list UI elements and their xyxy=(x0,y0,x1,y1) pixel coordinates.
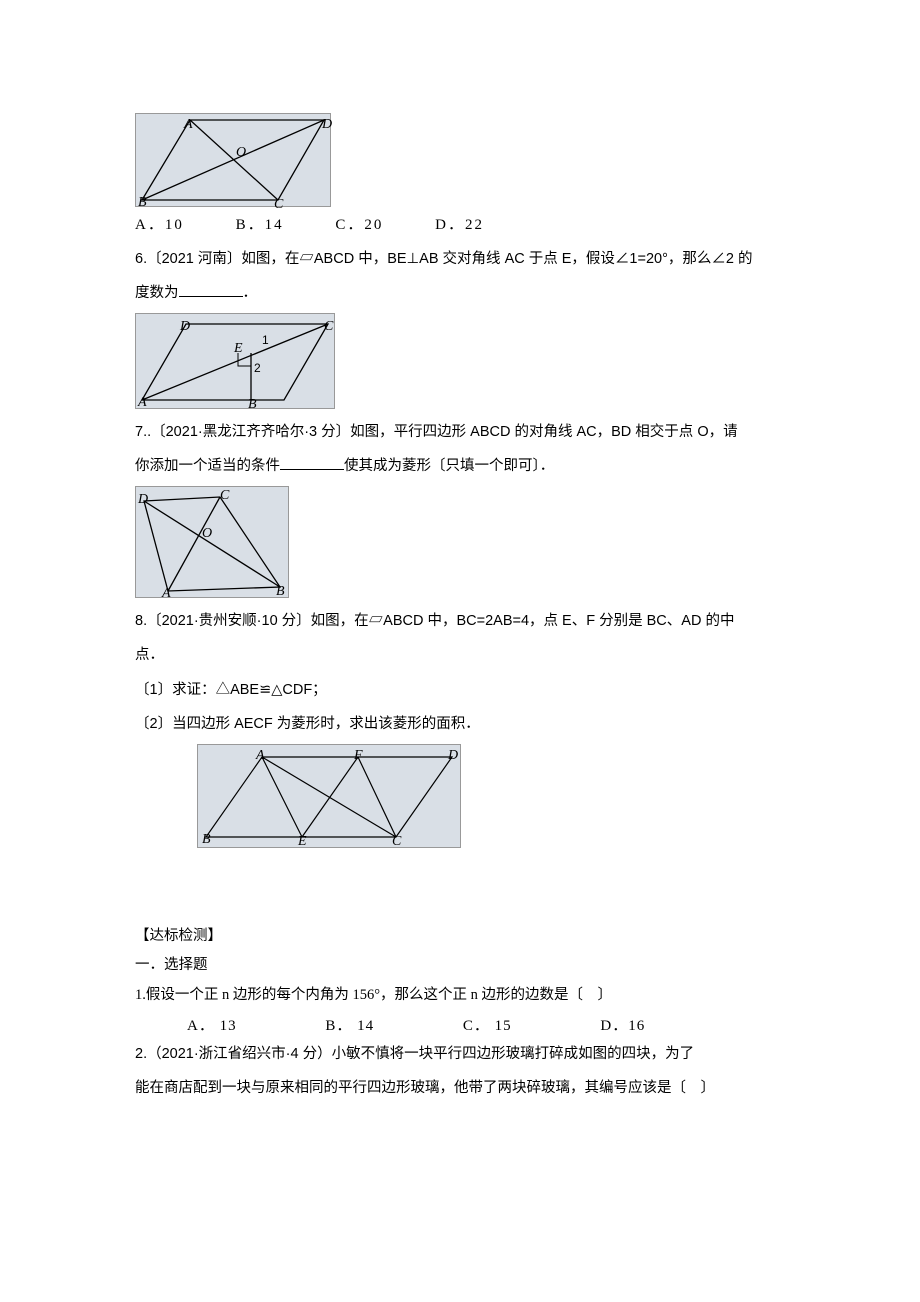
q7-rhombus-diagram: D C A B O xyxy=(135,486,289,598)
svg-text:E: E xyxy=(297,834,307,849)
q6-stem-suffix: ． xyxy=(243,285,258,301)
svg-text:D: D xyxy=(137,492,148,507)
q6-blank xyxy=(179,296,243,297)
q8-stem-line1: 8.〔2021·贵州安顺·10 分〕如图，在▱ABCD 中，BC=2AB=4，点… xyxy=(135,606,800,636)
q8-part2: 〔2〕当四边形 AECF 为菱形时，求出该菱形的面积． xyxy=(135,709,800,739)
section-heading-2: 一．选择题 xyxy=(135,951,800,980)
q7-blank xyxy=(280,469,344,470)
svg-text:A: A xyxy=(161,586,171,599)
svg-text:1: 1 xyxy=(262,333,269,347)
svg-text:C: C xyxy=(392,834,402,849)
svg-text:D: D xyxy=(179,319,190,334)
q5-opt-a: A．10 xyxy=(135,213,184,234)
q7-stem-line2: 你添加一个适当的条件 使其成为菱形〔只填一个即可〕． xyxy=(135,451,800,481)
q7-stem-line1: 7..〔2021·黑龙江齐齐哈尔·3 分〕如图，平行四边形 ABCD 的对角线 … xyxy=(135,417,800,447)
svg-text:F: F xyxy=(353,748,363,763)
q8-parallelogram-diagram: A F D B E C xyxy=(197,744,461,848)
dq1-opt-c: C． 15 xyxy=(463,1018,554,1034)
dq2-stem-line2: 能在商店配到一块与原来相同的平行四边形玻璃，他带了两块碎玻璃，其编号应该是〔 〕 xyxy=(135,1073,800,1103)
svg-text:C: C xyxy=(274,197,284,208)
q8-part1: 〔1〕求证：△ABE≌△CDF； xyxy=(135,675,800,705)
svg-text:B: B xyxy=(138,195,147,208)
q6-parallelogram-diagram: D C A B E 1 2 xyxy=(135,313,335,409)
svg-text:B: B xyxy=(248,397,257,410)
svg-text:2: 2 xyxy=(254,361,261,375)
q6-stem-prefix: 度数为 xyxy=(135,285,179,301)
q6-stem-line1: 6.〔2021 河南〕如图，在▱ABCD 中，BE⊥AB 交对角线 AC 于点 … xyxy=(135,244,800,274)
q5-opt-c: C．20 xyxy=(335,213,383,234)
q5-options: A．10 B．14 C．20 D．22 xyxy=(135,213,800,234)
dq1-opt-d: D．16 xyxy=(600,1018,687,1034)
svg-text:D: D xyxy=(447,748,458,763)
svg-text:C: C xyxy=(324,319,334,334)
svg-text:A: A xyxy=(255,748,265,763)
svg-text:O: O xyxy=(202,526,212,541)
q7-stem-prefix: 你添加一个适当的条件 xyxy=(135,458,280,474)
svg-text:B: B xyxy=(276,584,285,599)
dq1-stem: 1.假设一个正 n 边形的每个内角为 156°，那么这个正 n 边形的边数是〔 … xyxy=(135,980,800,1010)
svg-text:E: E xyxy=(233,341,243,356)
svg-text:O: O xyxy=(236,145,246,160)
q5-opt-d: D．22 xyxy=(435,213,484,234)
dq1-opt-b: B． 14 xyxy=(325,1018,416,1034)
svg-text:C: C xyxy=(220,488,230,503)
dq1-options: A． 13 B． 14 C． 15 D．16 xyxy=(187,1014,800,1035)
q8-stem-line2: 点． xyxy=(135,640,800,670)
svg-text:A: A xyxy=(137,395,147,410)
svg-text:D: D xyxy=(321,117,332,132)
dq2-stem-line1: 2.（2021·浙江省绍兴市·4 分）小敏不慎将一块平行四边形玻璃打碎成如图的四… xyxy=(135,1039,800,1069)
q7-stem-suffix: 使其成为菱形〔只填一个即可〕． xyxy=(344,458,554,474)
svg-text:B: B xyxy=(202,832,211,847)
q5-parallelogram-diagram: A D B C O xyxy=(135,113,331,207)
svg-text:A: A xyxy=(183,117,193,132)
dq1-opt-a: A． 13 xyxy=(187,1018,279,1034)
q6-stem-line2: 度数为 ． xyxy=(135,278,800,308)
section-heading-1: 【达标检测】 xyxy=(135,922,800,951)
q5-opt-b: B．14 xyxy=(236,213,284,234)
